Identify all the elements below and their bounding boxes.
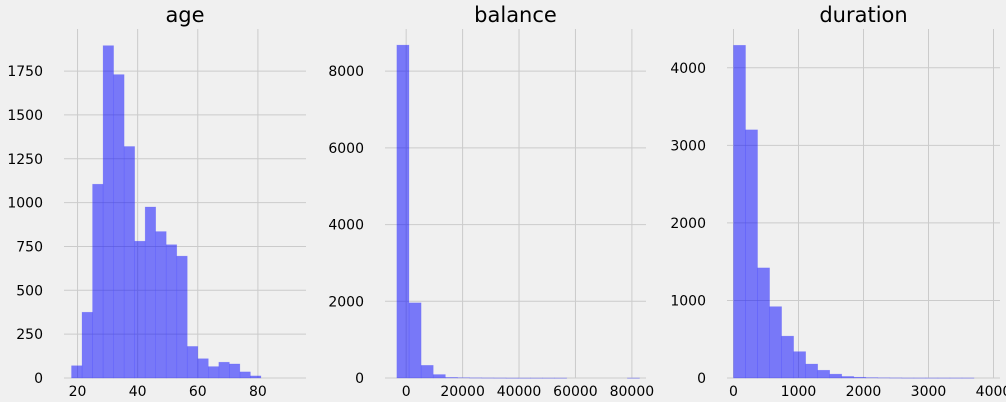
balance-y-tick-label: 2000 xyxy=(328,294,364,310)
age-x-tick-label: 80 xyxy=(249,384,267,400)
age-x-tick-label: 60 xyxy=(189,384,207,400)
age-histogram-bar xyxy=(218,361,230,379)
age-histogram-bar xyxy=(250,375,262,379)
age-y-tick-label: 1500 xyxy=(7,108,43,124)
duration-histogram-bar xyxy=(733,44,746,379)
duration-y-tick-label: 4000 xyxy=(670,61,706,77)
age-histogram-bar xyxy=(155,231,167,379)
duration-histogram-bar xyxy=(853,376,867,379)
duration-x-tick-label: 3000 xyxy=(911,384,947,400)
balance-x-tick-label: 0 xyxy=(402,384,411,400)
duration-histogram-bar xyxy=(805,363,818,379)
age-y-tick-label: 1250 xyxy=(7,152,43,168)
duration-x-tick-label: 1000 xyxy=(781,384,817,400)
duration-y-tick-label: 1000 xyxy=(670,293,706,309)
age-y-tick-label: 1750 xyxy=(7,64,43,80)
age-histogram-bar xyxy=(186,346,199,379)
balance-chart-title: balance xyxy=(474,3,557,27)
age-chart-title: age xyxy=(165,3,204,27)
duration-y-tick-label: 0 xyxy=(697,371,706,387)
duration-histogram-bar xyxy=(745,129,758,379)
balance-histogram-bar xyxy=(408,302,422,379)
duration-histogram-bar xyxy=(769,306,782,379)
balance-y-tick-label: 6000 xyxy=(328,141,364,157)
balance-x-tick-label: 20000 xyxy=(440,384,485,400)
duration-histogram-bar xyxy=(817,369,830,379)
duration-x-tick-label: 0 xyxy=(729,384,738,400)
duration-x-tick-label: 4000 xyxy=(976,384,1006,400)
balance-y-tick-label: 0 xyxy=(355,371,364,387)
balance-histogram-bar xyxy=(396,44,410,379)
age-histogram-bar xyxy=(134,240,146,379)
age-histogram-bar xyxy=(144,206,156,379)
age-histogram-bar xyxy=(176,255,188,379)
age-histogram-bar xyxy=(113,74,125,379)
age-histogram-bar xyxy=(81,311,93,379)
balance-histogram-panel: 0 20000 40000 60000 80000 0 2000 4000 6000 8000 ba… xyxy=(328,3,654,400)
duration-x-tick-label: 2000 xyxy=(846,384,882,400)
balance-y-tick-label: 4000 xyxy=(328,218,364,234)
age-histogram-bar xyxy=(92,183,104,379)
duration-histogram-bar xyxy=(757,267,770,379)
age-y-tick-label: 0 xyxy=(34,371,43,387)
age-y-tick-label: 750 xyxy=(16,239,43,255)
balance-x-tick-label: 80000 xyxy=(610,384,655,400)
balance-y-tick-label: 8000 xyxy=(328,64,364,80)
age-histogram-bar xyxy=(207,366,220,379)
age-x-tick-label: 20 xyxy=(69,384,87,400)
duration-y-tick-label: 3000 xyxy=(670,138,706,154)
age-histogram-bar xyxy=(229,363,241,379)
age-y-tick-label: 500 xyxy=(16,283,43,299)
balance-histogram-bar xyxy=(420,365,434,379)
age-y-tick-label: 250 xyxy=(16,327,43,343)
age-histogram-bar xyxy=(197,358,209,379)
duration-histogram-panel: 0 1000 2000 3000 4000 0 1000 2000 3000 4000 durati… xyxy=(670,3,1006,400)
age-histogram-bar xyxy=(123,146,135,379)
age-histogram-bar xyxy=(239,371,251,379)
balance-x-tick-label: 60000 xyxy=(553,384,598,400)
age-x-tick-label: 40 xyxy=(129,384,147,400)
duration-y-tick-label: 2000 xyxy=(670,216,706,232)
balance-histogram-bar xyxy=(432,374,446,379)
balance-histogram-bar xyxy=(445,377,458,379)
age-histogram-bar xyxy=(165,244,178,379)
duration-histogram-bar xyxy=(793,351,806,379)
age-histogram-panel: 20 40 60 80 0 250 500 750 1000 1250 1500 1750 age xyxy=(7,3,306,400)
balance-x-tick-label: 40000 xyxy=(497,384,542,400)
duration-histogram-bar xyxy=(841,376,855,379)
age-histogram-bar xyxy=(102,45,114,379)
duration-chart-title: duration xyxy=(819,3,907,27)
duration-histogram-bar xyxy=(829,373,843,379)
age-y-tick-label: 1000 xyxy=(7,196,43,212)
duration-histogram-bar xyxy=(781,335,794,379)
age-histogram-bar xyxy=(71,365,83,379)
